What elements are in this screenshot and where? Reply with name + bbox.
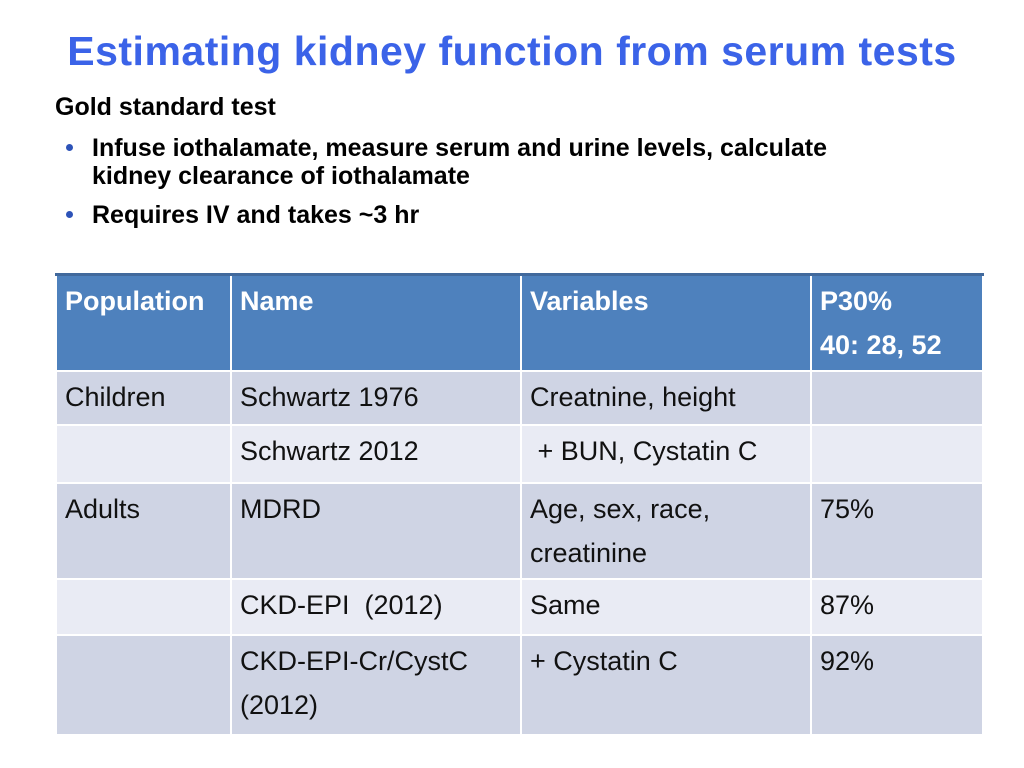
table-header-cell: Name <box>230 273 522 372</box>
table-cell <box>810 424 984 484</box>
bullet-item: Infuse iothalamate, measure serum and ur… <box>55 134 970 190</box>
table-header-cell: P30% 40: 28, 52 <box>810 273 984 372</box>
table-row: Children Schwartz 1976 Creatnine, height <box>55 370 984 426</box>
table-cell: 75% <box>810 482 984 580</box>
body-text-block: Gold standard test Infuse iothalamate, m… <box>55 93 970 240</box>
bullet-dot-icon <box>66 144 73 151</box>
table-cell <box>55 578 232 636</box>
table-row: CKD-EPI-Cr/CystC (2012) + Cystatin C 92% <box>55 634 984 736</box>
table-cell: Same <box>520 578 812 636</box>
slide-title: Estimating kidney function from serum te… <box>67 28 957 74</box>
table-cell: MDRD <box>230 482 522 580</box>
bullet-item: Requires IV and takes ~3 hr <box>55 201 970 229</box>
table-cell <box>55 634 232 736</box>
table-cell: + BUN, Cystatin C <box>520 424 812 484</box>
table-cell: Age, sex, race, creatinine <box>520 482 812 580</box>
kidney-function-table: Population Name Variables P30% 40: 28, 52 C… <box>55 273 984 736</box>
table-body: Children Schwartz 1976 Creatnine, height Sc… <box>55 370 984 736</box>
bullet-text: Requires IV and takes ~3 hr <box>92 201 420 229</box>
table-cell: 87% <box>810 578 984 636</box>
table-row: Adults MDRD Age, sex, race, creatinine 75% <box>55 482 984 580</box>
table-header-cell: Population <box>55 273 232 372</box>
table-cell: CKD-EPI (2012) <box>230 578 522 636</box>
table-row: Schwartz 2012 + BUN, Cystatin C <box>55 424 984 484</box>
table-cell: + Cystatin C <box>520 634 812 736</box>
gold-standard-heading: Gold standard test <box>55 93 276 121</box>
table-header-cell: Variables <box>520 273 812 372</box>
table-cell: Schwartz 1976 <box>230 370 522 426</box>
bullet-list: Infuse iothalamate, measure serum and ur… <box>55 134 970 229</box>
bullet-dot-icon <box>66 211 73 218</box>
table-header: Population Name Variables P30% 40: 28, 52 <box>55 273 984 372</box>
table-header-row: Population Name Variables P30% 40: 28, 52 <box>55 273 984 372</box>
table-row: CKD-EPI (2012) Same 87% <box>55 578 984 636</box>
table-cell: Creatnine, height <box>520 370 812 426</box>
table-cell: Adults <box>55 482 232 580</box>
table-cell: 92% <box>810 634 984 736</box>
bullet-text: Infuse iothalamate, measure serum and ur… <box>92 134 828 190</box>
table-cell: Schwartz 2012 <box>230 424 522 484</box>
table-cell <box>810 370 984 426</box>
table-cell: Children <box>55 370 232 426</box>
table-cell: CKD-EPI-Cr/CystC (2012) <box>230 634 522 736</box>
table-cell <box>55 424 232 484</box>
